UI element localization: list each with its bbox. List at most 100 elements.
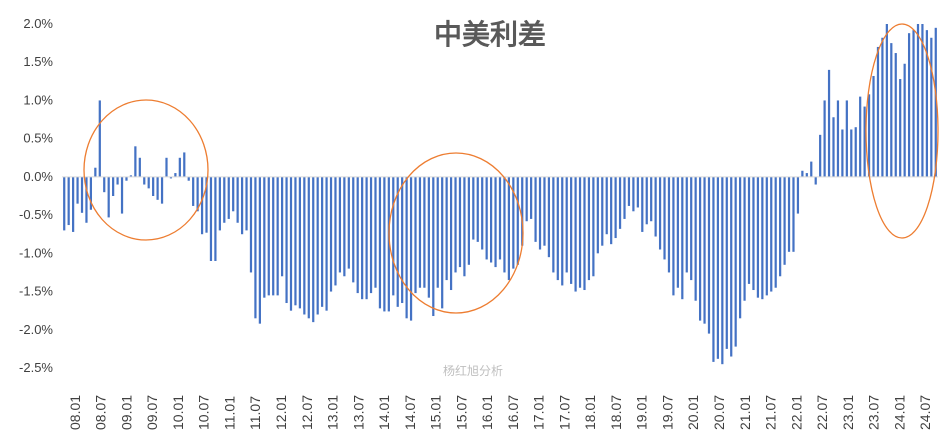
data-bar xyxy=(632,176,635,212)
data-bar xyxy=(592,176,595,277)
x-tick-label: 19.07 xyxy=(660,395,676,430)
data-bar xyxy=(867,94,871,177)
data-bar xyxy=(405,176,408,319)
data-bar xyxy=(129,175,133,177)
x-tick-label: 12.07 xyxy=(299,395,315,430)
data-bar xyxy=(587,176,591,281)
data-bar xyxy=(538,176,542,250)
bar-series xyxy=(63,24,937,365)
data-bar xyxy=(396,176,399,307)
data-bar xyxy=(205,176,208,233)
data-bar xyxy=(770,176,773,292)
x-tick-label: 15.01 xyxy=(428,395,444,430)
data-bar xyxy=(819,134,822,177)
data-bar xyxy=(703,176,706,324)
data-bar xyxy=(796,176,800,214)
x-tick-label: 20.07 xyxy=(711,395,727,430)
data-bar xyxy=(543,176,546,246)
data-bar xyxy=(418,176,422,288)
x-tick-label: 20.01 xyxy=(685,395,701,430)
data-bar xyxy=(876,46,880,177)
data-bar xyxy=(463,176,466,277)
data-bar xyxy=(516,176,519,265)
data-bar xyxy=(752,176,755,291)
x-tick-label: 21.07 xyxy=(763,395,779,430)
data-bar xyxy=(676,176,679,288)
data-bar xyxy=(894,53,897,177)
data-bar xyxy=(200,176,204,235)
data-bar xyxy=(636,176,639,208)
data-bar xyxy=(805,173,808,177)
y-tick-label: 1.0% xyxy=(23,92,53,107)
data-bar xyxy=(601,176,604,246)
data-bar xyxy=(134,146,137,177)
data-bar xyxy=(227,176,230,219)
data-bar xyxy=(272,176,275,296)
data-bar xyxy=(165,157,168,177)
data-bar xyxy=(681,176,684,300)
data-bar xyxy=(698,176,702,321)
data-bar xyxy=(614,176,617,239)
data-bar xyxy=(325,176,328,311)
data-bar xyxy=(765,176,768,296)
data-bar xyxy=(338,176,342,273)
data-bar xyxy=(183,152,186,177)
data-bar xyxy=(147,176,150,189)
data-bar xyxy=(503,176,506,273)
data-bar xyxy=(832,117,835,177)
data-bar xyxy=(281,176,284,277)
data-bar xyxy=(721,176,724,365)
y-tick-label: 0.0% xyxy=(23,169,53,184)
data-bar xyxy=(245,176,248,231)
data-bar xyxy=(734,176,737,347)
data-bar xyxy=(120,176,124,214)
data-bar xyxy=(641,176,644,232)
data-bar xyxy=(618,176,622,229)
data-bar xyxy=(725,176,728,349)
data-bar xyxy=(596,176,599,254)
data-bar xyxy=(685,176,688,273)
data-bar xyxy=(672,176,675,296)
x-tick-label: 23.07 xyxy=(866,395,882,430)
data-bar xyxy=(63,176,66,231)
data-bar xyxy=(841,129,844,177)
data-bar xyxy=(196,176,199,212)
highlight-circle xyxy=(388,152,524,314)
x-tick-label: 13.07 xyxy=(350,395,366,430)
data-bar xyxy=(249,176,253,273)
data-bar xyxy=(552,176,555,273)
data-bar xyxy=(267,176,270,296)
data-bar xyxy=(89,176,93,210)
data-bar xyxy=(72,176,75,232)
x-tick-label: 23.01 xyxy=(840,395,856,430)
data-bar xyxy=(481,176,484,250)
data-bar xyxy=(823,100,826,177)
y-tick-label: -1.0% xyxy=(19,245,53,260)
data-bar xyxy=(485,176,488,260)
data-bar xyxy=(298,176,302,309)
data-bar xyxy=(912,30,915,177)
watermark: 杨红旭分析 xyxy=(443,363,503,378)
x-tick-label: 18.01 xyxy=(582,395,598,430)
data-bar xyxy=(836,100,840,177)
data-bar xyxy=(289,176,293,311)
y-tick-label: 2.0% xyxy=(23,16,53,31)
data-bar xyxy=(414,176,417,294)
data-bar xyxy=(716,176,719,359)
x-tick-label: 16.07 xyxy=(505,395,521,430)
data-bar xyxy=(739,176,742,319)
x-axis-ticks: 08.01 08.07 09.01 09.07 10.01 10.07 11.01 11.07… xyxy=(67,395,933,430)
x-tick-label: 11.01 xyxy=(222,396,238,430)
data-bar xyxy=(432,176,435,317)
y-tick-label: 1.5% xyxy=(23,54,53,69)
data-bar xyxy=(232,176,235,212)
highlight-circle xyxy=(865,23,939,239)
data-bar xyxy=(925,30,928,177)
data-bar xyxy=(761,176,764,300)
data-bar xyxy=(747,176,751,284)
data-bar xyxy=(645,176,648,225)
data-bar xyxy=(774,176,777,288)
data-bar xyxy=(76,176,79,204)
data-bar xyxy=(610,176,613,245)
x-tick-label: 08.07 xyxy=(93,395,109,430)
